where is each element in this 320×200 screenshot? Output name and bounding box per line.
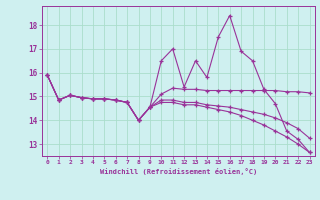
X-axis label: Windchill (Refroidissement éolien,°C): Windchill (Refroidissement éolien,°C)	[100, 168, 257, 175]
